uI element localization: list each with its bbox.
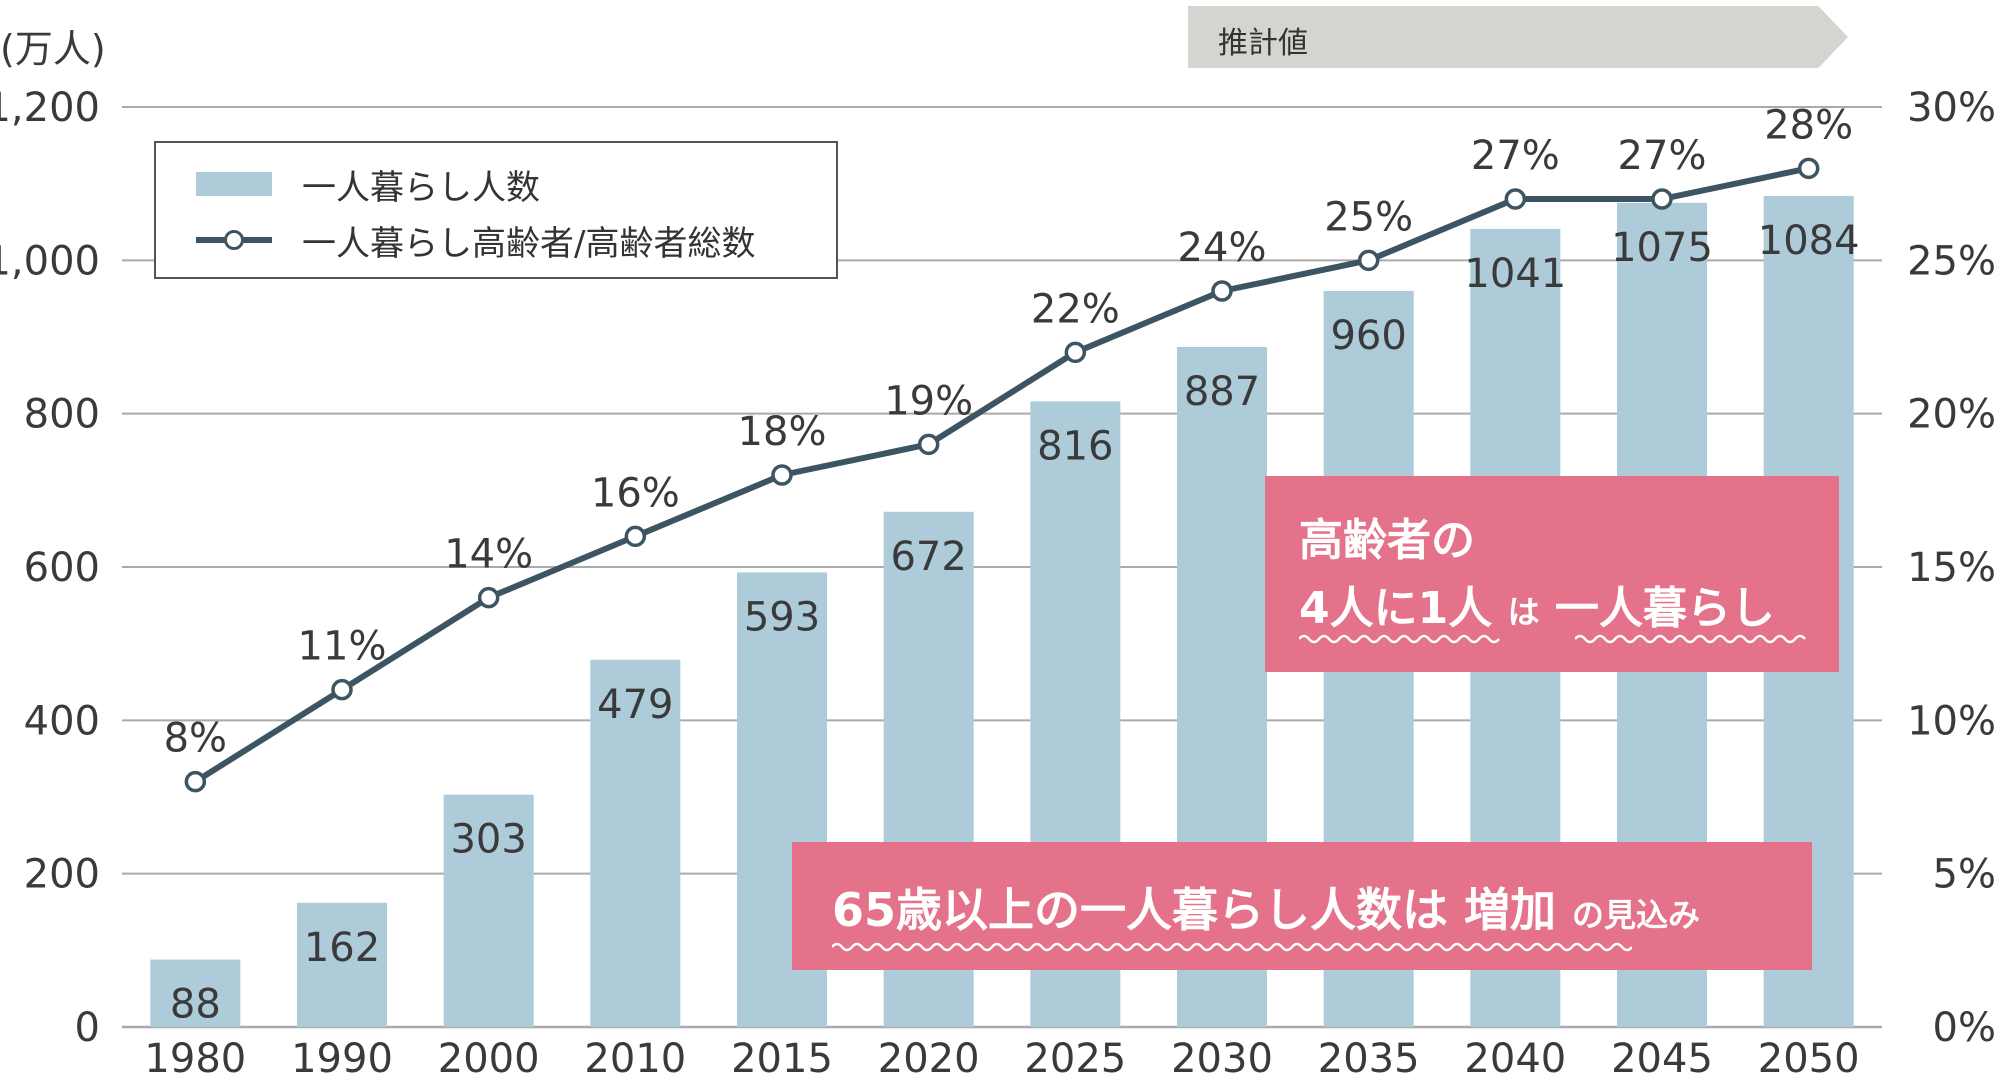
line-point <box>1357 249 1380 272</box>
left-axis-unit: (万人) <box>0 27 106 71</box>
line-point <box>184 770 207 793</box>
line-value-label: 25% <box>1324 194 1413 240</box>
bar-value-label: 672 <box>890 534 966 580</box>
bar <box>590 659 681 1027</box>
line-value-label: 28% <box>1764 102 1853 148</box>
y-right-tick-label: 25% <box>1907 238 1996 284</box>
y-right-tick-label: 20% <box>1907 392 1996 438</box>
forecast-banner: 推計値 <box>1188 6 1848 68</box>
callout2-a: 65歳以上の一人暮らし人数は <box>832 883 1449 937</box>
x-tick-label: 2035 <box>1318 1036 1420 1075</box>
callout1-underline-a <box>1299 634 1500 644</box>
callout1-line2-b: は <box>1507 593 1540 631</box>
callout1-line2-a: 4人に1人 <box>1299 583 1493 634</box>
x-tick-label: 2015 <box>731 1036 833 1075</box>
line-value-label: 22% <box>1031 286 1120 332</box>
ratio-line <box>193 165 1810 785</box>
y-left-tick-label: 200 <box>24 852 100 898</box>
line-value-label: 24% <box>1178 225 1267 271</box>
line-point <box>917 433 940 456</box>
bar-value-label: 1075 <box>1611 225 1713 271</box>
callout2-text: 65歳以上の一人暮らし人数は 増加 の見込み <box>832 874 1700 940</box>
line-point <box>771 464 793 486</box>
line-value-label: 14% <box>444 532 533 578</box>
line-point <box>1064 341 1087 364</box>
y-left-tick-label: 0 <box>75 1005 100 1051</box>
y-right-tick-label: 5% <box>1933 852 1996 898</box>
callout1-underline-c <box>1575 634 1806 644</box>
x-tick-label: 2030 <box>1171 1036 1273 1075</box>
y-right-tick-label: 15% <box>1907 545 1996 591</box>
callout2-b: 増加 <box>1464 883 1557 937</box>
legend-item-line: 一人暮らし高齢者/高齢者総数 <box>196 215 755 265</box>
bar-value-label: 479 <box>597 682 673 728</box>
line-point <box>1211 280 1233 302</box>
line-point <box>1651 188 1673 210</box>
line-value-label: 8% <box>164 716 227 762</box>
callout1-line1: 高齢者の <box>1299 515 1475 566</box>
x-tick-label: 2045 <box>1611 1036 1713 1075</box>
bar-value-label: 887 <box>1184 369 1260 415</box>
chart-legend: 一人暮らし人数 一人暮らし高齢者/高齢者総数 <box>154 141 838 279</box>
x-tick-label: 2050 <box>1758 1036 1860 1075</box>
y-right-tick-label: 30% <box>1907 85 1996 131</box>
line-value-label: 19% <box>884 378 973 424</box>
callout-increase: 65歳以上の一人暮らし人数は 増加 の見込み <box>792 842 1812 970</box>
bar-value-label: 88 <box>170 982 221 1028</box>
legend-line-label: 一人暮らし高齢者/高齢者総数 <box>302 223 756 264</box>
bar-value-label: 1041 <box>1464 251 1566 297</box>
x-tick-label: 2040 <box>1464 1036 1566 1075</box>
line-value-label: 16% <box>591 470 680 516</box>
x-tick-label: 2000 <box>438 1036 540 1075</box>
y-left-tick-label: 800 <box>24 392 100 438</box>
line-point <box>1504 188 1527 210</box>
line-value-label: 18% <box>738 409 827 455</box>
y-left-tick-label: 400 <box>24 698 100 744</box>
bar-value-label: 960 <box>1330 313 1406 359</box>
x-tick-label: 2025 <box>1024 1036 1126 1075</box>
callout1-line2: 4人に1人 は 一人暮らし <box>1299 572 1775 636</box>
line-point <box>331 678 353 701</box>
y-left-tick-label: 1,000 <box>0 238 100 284</box>
forecast-label: 推計値 <box>1218 26 1308 61</box>
x-tick-label: 2010 <box>584 1036 686 1075</box>
y-right-tick-label: 0% <box>1933 1005 1996 1051</box>
y-left-tick-label: 1,200 <box>0 85 100 131</box>
callout2-underline <box>832 942 1632 952</box>
line-point <box>1797 157 1820 180</box>
x-tick-label: 1990 <box>291 1036 393 1075</box>
bar-value-label: 1084 <box>1758 218 1860 264</box>
x-tick-label: 2020 <box>878 1036 980 1075</box>
line-point <box>624 525 647 548</box>
bar <box>443 794 534 1027</box>
y-left-tick-label: 600 <box>24 545 100 591</box>
bar-value-label: 816 <box>1037 423 1113 469</box>
legend-item-bars: 一人暮らし人数 <box>196 159 540 209</box>
callout-quarter-elderly: 高齢者の 4人に1人 は 一人暮らし <box>1265 476 1839 672</box>
callout1-line2-c: 一人暮らし <box>1554 583 1775 634</box>
line-value-label: 11% <box>298 624 387 670</box>
line-point <box>477 586 500 609</box>
legend-line-swatch <box>196 228 272 252</box>
legend-bar-label: 一人暮らし人数 <box>302 167 540 208</box>
bar-value-label: 303 <box>450 817 526 863</box>
x-tick-label: 1980 <box>144 1036 246 1075</box>
y-right-tick-label: 10% <box>1907 698 1996 744</box>
bar <box>297 902 387 1027</box>
legend-bar-swatch <box>196 172 272 196</box>
bar-value-label: 593 <box>744 594 820 640</box>
line-value-label: 27% <box>1471 133 1560 179</box>
bar-value-label: 162 <box>304 925 380 971</box>
line-value-label: 27% <box>1618 133 1707 179</box>
callout2-c: の見込み <box>1572 896 1701 934</box>
bar <box>150 959 241 1027</box>
